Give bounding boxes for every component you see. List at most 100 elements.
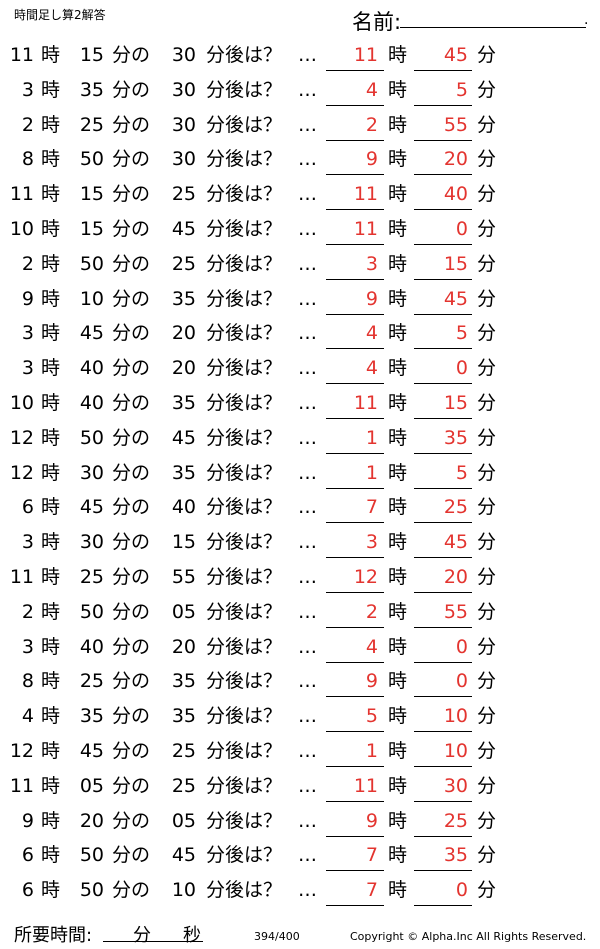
answer-hour: 1 bbox=[365, 461, 378, 484]
answer-hour-line[interactable] bbox=[326, 800, 384, 802]
answer-minute-line[interactable] bbox=[414, 452, 472, 454]
time-taken-line[interactable] bbox=[103, 941, 203, 942]
answer-hour-line[interactable] bbox=[326, 243, 384, 245]
answer-minute: 35 bbox=[443, 844, 468, 867]
answer-hour: 11 bbox=[353, 183, 378, 206]
answer-minute-line[interactable] bbox=[414, 417, 472, 419]
time-taken-label: 所要時間: bbox=[14, 925, 93, 946]
answer-hour-line[interactable] bbox=[326, 835, 384, 837]
problem-hour: 3 bbox=[21, 322, 34, 345]
answer-minute-line[interactable] bbox=[414, 522, 472, 524]
problem-minute: 25 bbox=[79, 670, 104, 693]
answer-minute-line[interactable] bbox=[414, 800, 472, 802]
problem-hour: 2 bbox=[21, 252, 34, 275]
answer-hour-line[interactable] bbox=[326, 174, 384, 176]
answer-minute-line[interactable] bbox=[414, 209, 472, 211]
add-minutes: 05 bbox=[171, 809, 196, 832]
ellipsis: … bbox=[298, 600, 317, 623]
answer-minute-line[interactable] bbox=[414, 70, 472, 71]
add-minutes: 35 bbox=[171, 705, 196, 728]
answer-hour-line[interactable] bbox=[326, 591, 384, 593]
answer-hour-line[interactable] bbox=[326, 348, 384, 350]
name-label: 名前: bbox=[352, 10, 402, 34]
answer-hour-line[interactable] bbox=[326, 626, 384, 628]
answer-hour-label: 時 bbox=[388, 739, 408, 762]
answer-minute-line[interactable] bbox=[414, 905, 472, 907]
answer-hour-line[interactable] bbox=[326, 209, 384, 211]
answer-hour-line[interactable] bbox=[326, 905, 384, 907]
answer-hour-label: 時 bbox=[388, 426, 408, 449]
answer-hour-label: 時 bbox=[388, 44, 408, 66]
answer-hour-line[interactable] bbox=[326, 104, 384, 106]
answer-minute-line[interactable] bbox=[414, 557, 472, 559]
answer-hour-line[interactable] bbox=[326, 452, 384, 454]
answer-hour: 7 bbox=[365, 879, 378, 902]
answer-minute-line[interactable] bbox=[414, 835, 472, 837]
answer-hour-line[interactable] bbox=[326, 661, 384, 663]
answer-minute-line[interactable] bbox=[414, 174, 472, 176]
minute-of-label: 分の bbox=[112, 322, 151, 345]
add-minutes: 25 bbox=[171, 252, 196, 275]
minute-of-label: 分の bbox=[112, 44, 151, 66]
answer-hour-line[interactable] bbox=[326, 765, 384, 767]
answer-minute-line[interactable] bbox=[414, 243, 472, 245]
add-minutes: 40 bbox=[171, 496, 196, 519]
ellipsis: … bbox=[298, 252, 317, 275]
answer-minute-line[interactable] bbox=[414, 348, 472, 350]
answer-minute-line[interactable] bbox=[414, 313, 472, 315]
problem-row: 3 時 40 分の 20 分後は？… 4 時 0 分 bbox=[0, 632, 600, 667]
minute-of-label: 分の bbox=[112, 252, 151, 275]
answer-hour-label: 時 bbox=[388, 496, 408, 519]
problem-hour: 3 bbox=[21, 78, 34, 101]
answer-minute-line[interactable] bbox=[414, 765, 472, 767]
answer-minute: 25 bbox=[443, 809, 468, 832]
answer-hour-line[interactable] bbox=[326, 870, 384, 872]
answer-minute-label: 分 bbox=[477, 426, 497, 449]
answer-hour-line[interactable] bbox=[326, 696, 384, 698]
problem-minute: 50 bbox=[79, 844, 104, 867]
problem-minute: 35 bbox=[79, 78, 104, 101]
answer-minute-line[interactable] bbox=[414, 696, 472, 698]
ellipsis: … bbox=[298, 44, 317, 66]
answer-minute-line[interactable] bbox=[414, 731, 472, 733]
answer-hour: 11 bbox=[353, 44, 378, 66]
ellipsis: … bbox=[298, 531, 317, 554]
problem-minute: 40 bbox=[79, 357, 104, 380]
answer-minute-line[interactable] bbox=[414, 104, 472, 106]
answer-hour-line[interactable] bbox=[326, 557, 384, 559]
answer-minute-line[interactable] bbox=[414, 383, 472, 385]
minutes-after-label: 分後は？ bbox=[206, 391, 283, 414]
answer-minute-label: 分 bbox=[477, 879, 497, 902]
answer-hour-line[interactable] bbox=[326, 70, 384, 71]
minutes-after-label: 分後は？ bbox=[206, 635, 283, 658]
problem-minute: 15 bbox=[79, 217, 104, 240]
answer-minute-label: 分 bbox=[477, 78, 497, 101]
problem-row: 3 時 30 分の 15 分後は？… 3 時 45 分 bbox=[0, 527, 600, 562]
problem-row: 11 時 15 分の 25 分後は？ … 11 時 40 分 bbox=[0, 179, 600, 214]
answer-minute-line[interactable] bbox=[414, 626, 472, 628]
answer-hour-line[interactable] bbox=[326, 487, 384, 489]
answer-minute: 10 bbox=[443, 705, 468, 728]
answer-hour-line[interactable] bbox=[326, 313, 384, 315]
answer-minute-line[interactable] bbox=[414, 139, 472, 141]
answer-hour-line[interactable] bbox=[326, 417, 384, 419]
name-field-line[interactable] bbox=[400, 27, 586, 28]
answer-hour-line[interactable] bbox=[326, 278, 384, 280]
worksheet-title: 時間足し算2解答 bbox=[14, 8, 106, 22]
answer-hour-line[interactable] bbox=[326, 139, 384, 141]
answer-minute-line[interactable] bbox=[414, 661, 472, 663]
answer-minute-line[interactable] bbox=[414, 487, 472, 489]
problem-minute: 20 bbox=[79, 809, 104, 832]
answer-hour-line[interactable] bbox=[326, 383, 384, 385]
answer-hour: 11 bbox=[353, 774, 378, 797]
answer-minute: 45 bbox=[443, 287, 468, 310]
answer-minute-line[interactable] bbox=[414, 870, 472, 872]
answer-hour-line[interactable] bbox=[326, 731, 384, 733]
problem-hour: 3 bbox=[21, 635, 34, 658]
ellipsis: … bbox=[298, 844, 317, 867]
problem-hour: 9 bbox=[21, 809, 34, 832]
answer-hour-line[interactable] bbox=[326, 522, 384, 524]
answer-minute-line[interactable] bbox=[414, 591, 472, 593]
minute-of-label: 分の bbox=[112, 879, 151, 902]
answer-minute-line[interactable] bbox=[414, 278, 472, 280]
